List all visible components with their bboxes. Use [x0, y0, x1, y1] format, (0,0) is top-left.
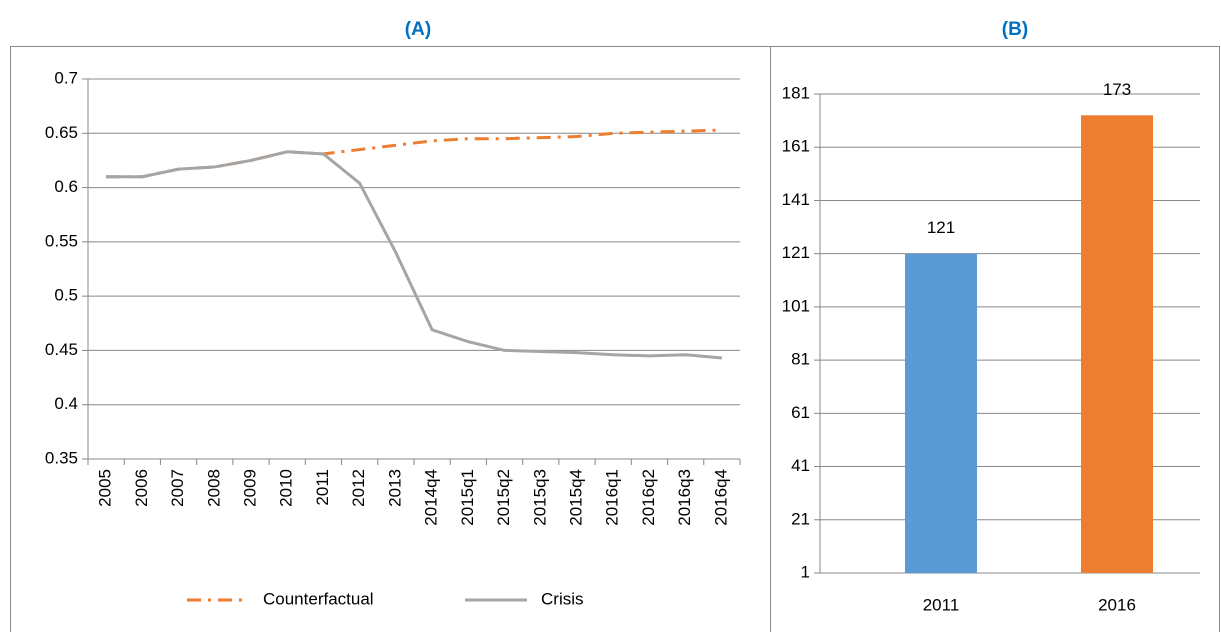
chart-title: (B): [1002, 19, 1028, 40]
x-tick-label: 2015q3: [530, 469, 549, 526]
bar: [1081, 115, 1153, 574]
y-tick-label: 0.7: [54, 68, 78, 87]
y-tick-label: 0.5: [54, 286, 78, 305]
x-tick-label: 2016q4: [711, 469, 730, 526]
value-label: 173: [1103, 80, 1131, 99]
y-tick-label: 0.4: [54, 394, 78, 413]
value-label: 121: [927, 218, 955, 237]
x-tick-label: 2006: [132, 469, 151, 507]
legend-label: Counterfactual: [263, 589, 374, 608]
legend-label: Crisis: [541, 589, 584, 608]
x-tick-label: 2011: [313, 469, 332, 506]
x-tick-label: 2016q3: [675, 469, 694, 526]
y-tick-label: 161: [782, 137, 810, 156]
x-tick-label: 2013: [385, 469, 404, 507]
x-tick-label: 2008: [204, 469, 223, 507]
x-tick-label: 2016: [1098, 595, 1136, 614]
x-tick-label: 2016q1: [603, 469, 622, 526]
x-tick-label: 2010: [277, 469, 296, 507]
x-tick-label: 2011: [923, 595, 960, 614]
data-line: [106, 128, 722, 179]
x-tick-label: 2005: [96, 469, 115, 507]
x-tick-label: 2012: [349, 469, 368, 507]
y-tick-label: 0.55: [45, 231, 78, 250]
panel-a-frame: [10, 46, 771, 632]
x-tick-label: 2014q4: [422, 469, 441, 526]
bar: [905, 253, 977, 573]
y-tick-label: 21: [791, 509, 810, 528]
y-tick-label: 141: [782, 190, 810, 209]
y-tick-label: 81: [791, 350, 810, 369]
x-tick-label: 2016q2: [639, 469, 658, 526]
panel-b-frame: [770, 46, 1220, 632]
y-tick-label: 1: [801, 562, 810, 581]
y-tick-label: 61: [791, 403, 810, 422]
x-tick-label: 2015q2: [494, 469, 513, 526]
y-tick-label: 101: [782, 296, 810, 315]
chart-title: (A): [405, 19, 431, 40]
x-tick-label: 2009: [240, 469, 259, 507]
y-tick-label: 181: [782, 83, 810, 102]
y-tick-label: 0.65: [45, 123, 78, 142]
y-tick-label: 121: [782, 243, 810, 262]
y-tick-label: 0.35: [45, 448, 78, 467]
y-tick-label: 0.45: [45, 340, 78, 359]
y-tick-label: 0.6: [54, 177, 78, 196]
x-tick-label: 2015q4: [566, 469, 585, 526]
data-line: [106, 150, 723, 360]
x-tick-label: 2007: [168, 469, 187, 507]
x-tick-label: 2015q1: [458, 469, 477, 526]
y-tick-label: 41: [791, 456, 810, 475]
